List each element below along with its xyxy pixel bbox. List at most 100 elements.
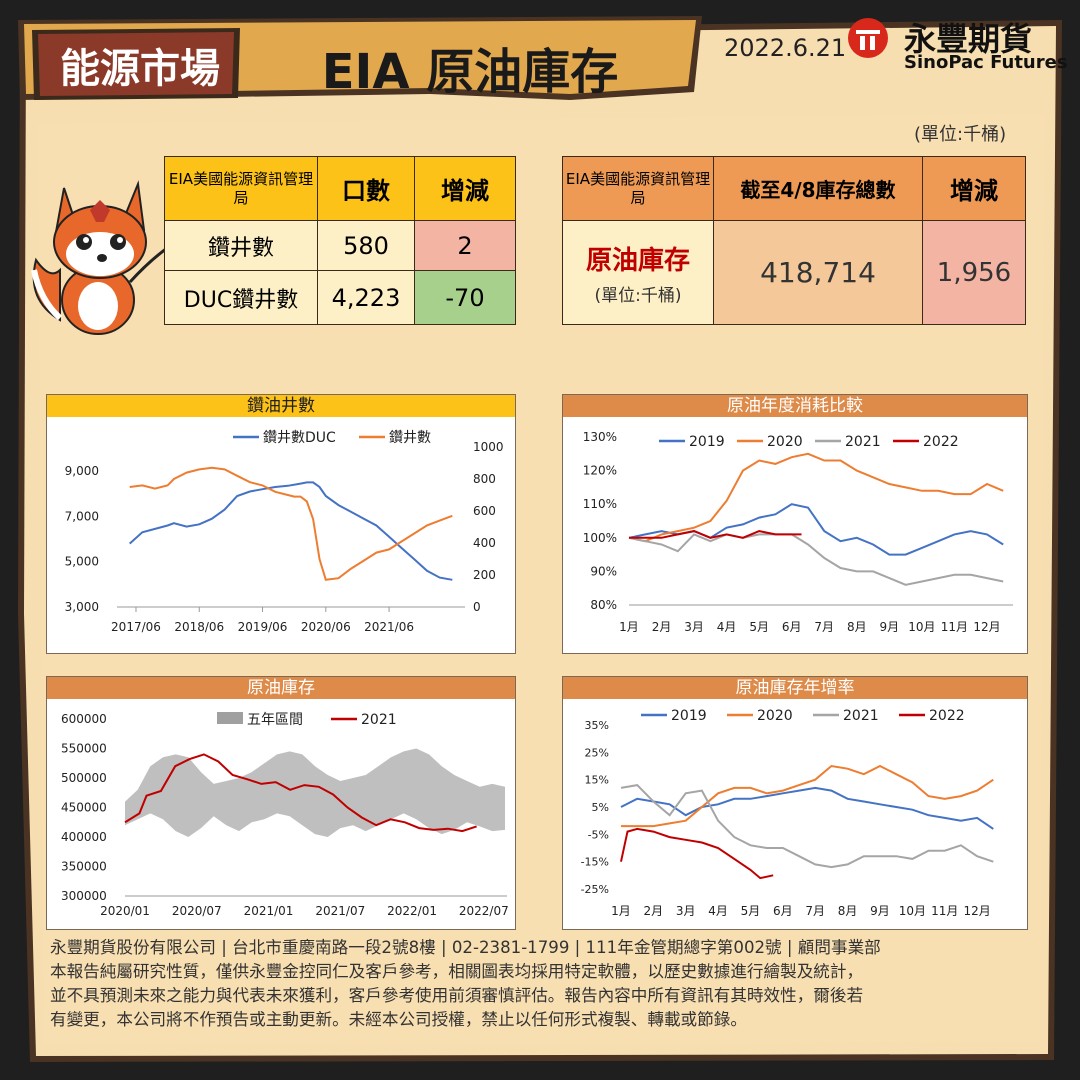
x-tick-label: 2017/06	[111, 620, 161, 634]
y-tick-label: 5%	[592, 801, 609, 814]
x-tick-label: 1月	[619, 620, 639, 634]
y-tick-label: 300000	[61, 889, 107, 903]
y2-tick-label: 1000	[473, 440, 504, 454]
x-tick-label: 7月	[805, 904, 825, 918]
legend-label: 2021	[845, 434, 881, 450]
y-tick-label: 15%	[585, 774, 609, 787]
y-tick-label: 110%	[583, 497, 617, 511]
x-tick-label: 7月	[814, 620, 834, 634]
x-tick-label: 2020/06	[301, 620, 351, 634]
y-tick-label: 3,000	[65, 600, 99, 614]
x-tick-label: 2021/07	[315, 904, 365, 918]
footer-company-line: 永豐期貨股份有限公司 | 台北市重慶南路一段2號8樓 | 02-2381-179…	[50, 938, 881, 957]
x-tick-label: 2月	[652, 620, 672, 634]
growth-chart-title: 原油庫存年增率	[563, 677, 1027, 699]
stock-growth-chart: 原油庫存年增率 -25% -15% -5% 5% 15% 25% 35% 1月 2月 3月 4月 5月…	[562, 676, 1028, 930]
y-tick-label: 550000	[61, 742, 107, 756]
brand-name-en: SinoPac Futures	[904, 52, 1068, 73]
stock-row-total: 418,714	[713, 220, 923, 325]
y2-tick-label: 400	[473, 536, 496, 550]
legend-label: 鑽井數DUC	[263, 430, 336, 446]
legend-label: 2022	[929, 708, 965, 724]
x-tick-label: 12月	[963, 904, 990, 918]
stock-row-label: 原油庫存	[585, 245, 690, 276]
y-tick-label: 450000	[61, 801, 107, 815]
x-tick-label: 2022/07	[459, 904, 509, 918]
y-tick-label: 130%	[583, 430, 617, 444]
rig-table-change-header: 增減	[414, 156, 516, 221]
page-title: EIA 原油庫存	[321, 44, 619, 100]
rig-row-label: 鑽井數	[164, 220, 318, 271]
x-tick-label: 9月	[870, 904, 890, 918]
consumption-chart: 原油年度消耗比較 80% 90% 100% 110% 120% 130% 1月 2月 3月 4月 5…	[562, 394, 1028, 654]
x-tick-label: 5月	[749, 620, 769, 634]
legend-label: 2019	[689, 434, 725, 450]
y-tick-label: 9,000	[65, 464, 99, 478]
series-line	[628, 533, 1004, 586]
legend-label: 2021	[361, 712, 397, 728]
rig-chart-plot: 3,000 5,000 7,000 9,000 0 200 400 600 800 1000 201…	[65, 430, 504, 634]
y-tick-label: 90%	[590, 564, 617, 578]
legend-label: 鑽井數	[389, 430, 431, 446]
x-tick-label: 3月	[676, 904, 696, 918]
series-line	[629, 530, 802, 539]
x-tick-label: 2月	[644, 904, 664, 918]
stock-table-change-header: 增減	[922, 156, 1026, 221]
rig-table-source-header: EIA美國能源資訊管理局	[164, 156, 318, 221]
footer-disclaimer-line: 有變更，本公司將不作預告或主動更新。未經本公司授權，禁止以任何形式複製、轉載或節…	[50, 1010, 747, 1029]
y-tick-label: 400000	[61, 830, 107, 844]
x-tick-label: 2020/01	[100, 904, 150, 918]
x-tick-label: 2022/01	[387, 904, 437, 918]
stock-row-unit: (單位:千桶)	[594, 285, 682, 306]
x-tick-label: 9月	[880, 620, 900, 634]
y2-tick-label: 0	[473, 600, 481, 614]
duc-row-label: DUC鑽井數	[164, 270, 318, 325]
y-tick-label: 100%	[583, 531, 617, 545]
x-tick-label: 2021/01	[244, 904, 294, 918]
crude-stock-table: EIA美國能源資訊管理局 截至4/8庫存總數 增減 原油庫存 (單位:千桶) 4…	[562, 156, 1026, 325]
x-tick-label: 1月	[611, 904, 631, 918]
x-tick-label: 2019/06	[238, 620, 288, 634]
rig-count-chart: 鑽油井數 3,000 5,000 7,000 9,000 0 200 400 600 800 10…	[46, 394, 516, 654]
y-tick-label: 35%	[585, 719, 609, 732]
x-tick-label: 10月	[908, 620, 935, 634]
y2-tick-label: 200	[473, 568, 496, 582]
x-tick-label: 8月	[838, 904, 858, 918]
y-tick-label: 25%	[585, 746, 609, 759]
series-line	[620, 786, 994, 830]
y-tick-label: -25%	[581, 883, 609, 896]
stock-table-total-header: 截至4/8庫存總數	[713, 156, 923, 221]
table-row: DUC鑽井數 4,223 -70	[164, 270, 516, 325]
x-tick-label: 2020/07	[172, 904, 222, 918]
series-line	[621, 764, 994, 828]
y-tick-label: 500000	[61, 771, 107, 785]
y2-tick-label: 800	[473, 472, 496, 486]
x-tick-label: 11月	[931, 904, 958, 918]
x-tick-label: 2021/06	[364, 620, 414, 634]
series-2021-line	[124, 753, 477, 833]
x-tick-label: 12月	[973, 620, 1000, 634]
unit-note: (單位:千桶)	[914, 124, 1007, 145]
x-tick-label: 4月	[708, 904, 728, 918]
brand-name-cn: 永豐期貨	[904, 20, 1033, 58]
rig-row-count: 580	[317, 220, 415, 271]
duc-row-change: -70	[414, 270, 516, 325]
footer-disclaimer-line: 並不具預測未來之能力與代表未來獲利，客戶參考使用前須審慎評估。報告內容中所有資訊…	[50, 986, 864, 1005]
x-tick-label: 10月	[899, 904, 926, 918]
sinopac-logo-icon	[848, 18, 888, 58]
y-tick-label: 80%	[590, 598, 617, 612]
y-tick-label: -15%	[581, 856, 609, 869]
table-row: 原油庫存 (單位:千桶) 418,714 1,956	[562, 220, 1026, 325]
stocks-chart-plot: 300000 350000 400000 450000 500000 550000 6000…	[61, 712, 509, 918]
x-tick-label: 6月	[773, 904, 793, 918]
y-tick-label: -5%	[588, 828, 609, 841]
y-tick-label: 600000	[61, 712, 107, 726]
table-row: 鑽井數 580 2	[164, 220, 516, 271]
report-date: 2022.6.21	[724, 34, 847, 62]
growth-chart-plot: -25% -15% -5% 5% 15% 25% 35% 1月 2月 3月 4月 5月 6月 7月 8月 9月…	[581, 708, 994, 918]
category-label: 能源市場	[60, 46, 220, 92]
x-tick-label: 8月	[847, 620, 867, 634]
fox-mascot-icon	[31, 180, 170, 335]
legend-label: 2020	[757, 708, 793, 724]
stocks-chart-title: 原油庫存	[47, 677, 515, 699]
